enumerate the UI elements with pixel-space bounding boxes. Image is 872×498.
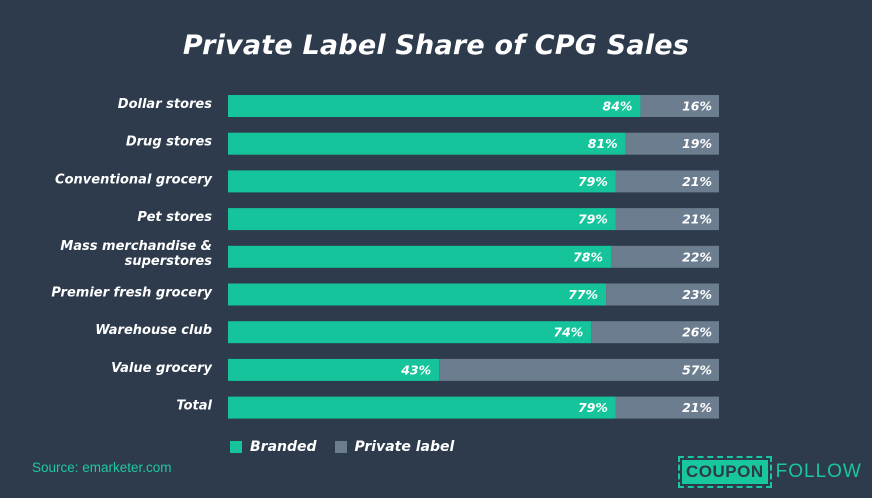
bar-branded-total [228,396,616,419]
value-label-private-label-warehouse-club: 26% [682,325,712,340]
bar-private-label-value-grocery [439,358,719,381]
value-label-private-label-premier-fresh-grocery: 23% [682,287,712,302]
value-label-private-label-mass-merchandise-superstores: 22% [682,249,712,264]
bar-branded-value-grocery [228,358,440,381]
bar-private-label-dollar-stores [640,95,719,117]
value-label-branded-value-grocery: 43% [400,362,431,377]
bar-branded-drug-stores [228,132,626,155]
value-label-branded-mass-merchandise-superstores: 78% [573,249,603,264]
bar-private-label-drug-stores [625,132,719,155]
bar-branded-mass-merchandise-superstores [228,245,611,268]
value-label-private-label-conventional-grocery: 21% [682,174,712,189]
legend-label-private-label: Private label [354,439,455,455]
value-label-branded-conventional-grocery: 79% [578,174,608,189]
bar-branded-warehouse-club [228,321,592,344]
logo-box-text: COUPON [678,456,772,488]
legend-swatch-branded [230,441,242,453]
category-label-pet-stores: Pet stores [137,210,212,225]
legend-item-private-label: Private label [334,439,455,455]
category-label-dollar-stores: Dollar stores [118,97,212,112]
legend: Branded Private label [230,439,472,455]
value-label-branded-premier-fresh-grocery: 77% [568,287,598,302]
category-label-warehouse-club: Warehouse club [95,323,212,338]
legend-label-branded: Branded [250,439,317,455]
category-label-mass-merchandise-superstores: Mass merchandise & superstores [60,239,212,269]
bar-private-label-pet-stores [615,208,719,231]
category-label-premier-fresh-grocery: Premier fresh grocery [51,286,212,301]
value-label-branded-warehouse-club: 74% [553,325,583,340]
chart-title: Private Label Share of CPG Sales [182,30,690,61]
bar-branded-dollar-stores [228,95,641,117]
legend-swatch-private-label [334,441,347,453]
category-label-drug-stores: Drug stores [126,135,212,150]
category-label-conventional-grocery: Conventional grocery [55,172,212,187]
value-label-branded-drug-stores: 81% [588,136,618,151]
category-label-total: Total [176,399,212,414]
value-label-branded-dollar-stores: 84% [603,99,633,114]
logo-tail-text: FOLLOW [775,461,862,482]
category-label-value-grocery: Value grocery [111,361,212,376]
bar-private-label-total [615,396,719,419]
bar-private-label-premier-fresh-grocery [606,283,719,306]
value-label-branded-total: 79% [578,400,608,415]
couponfollow-logo: COUPON FOLLOW [678,456,862,488]
bar-branded-premier-fresh-grocery [228,283,607,306]
value-label-branded-pet-stores: 79% [578,212,608,227]
value-label-private-label-dollar-stores: 16% [682,99,712,114]
value-label-private-label-total: 21% [682,400,712,415]
bar-branded-pet-stores [228,208,616,231]
value-label-private-label-drug-stores: 19% [682,136,712,151]
legend-item-branded: Branded [230,439,317,455]
value-label-private-label-value-grocery: 57% [682,362,712,377]
value-label-private-label-pet-stores: 21% [682,212,712,227]
bar-private-label-mass-merchandise-superstores [610,245,719,268]
source-note: Source: emarketer.com [32,460,172,475]
bar-private-label-conventional-grocery [615,170,719,193]
bar-private-label-warehouse-club [591,321,719,344]
bar-branded-conventional-grocery [228,170,616,193]
